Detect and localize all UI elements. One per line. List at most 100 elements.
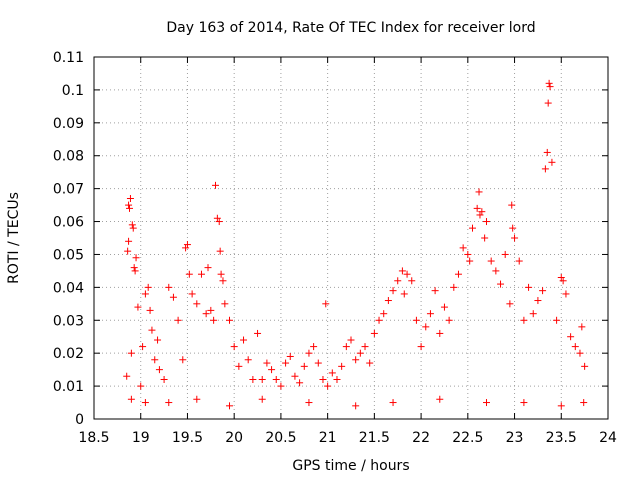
data-point (352, 402, 360, 410)
data-point (272, 376, 280, 384)
data-point (202, 310, 210, 318)
data-point (384, 297, 392, 305)
x-tick-label: 20.5 (265, 430, 296, 446)
data-point (548, 158, 556, 166)
data-point (131, 267, 139, 275)
data-point (515, 257, 523, 265)
x-axis-label: GPS time / hours (292, 458, 409, 474)
data-point (268, 366, 276, 374)
plot-frame (93, 56, 609, 420)
data-point (134, 303, 142, 311)
x-tick-label: 19.5 (172, 430, 203, 446)
data-point (123, 372, 131, 380)
data-point (328, 369, 336, 377)
x-tick-label: 23 (506, 430, 524, 446)
data-point (431, 287, 439, 295)
data-point (400, 290, 408, 298)
x-tick-label: 23.5 (546, 430, 577, 446)
x-tick-label: 21 (319, 430, 337, 446)
data-point (151, 356, 159, 364)
data-point (440, 303, 448, 311)
data-point (193, 395, 201, 403)
data-point (333, 376, 341, 384)
data-point (578, 323, 586, 331)
x-tick-label: 18.5 (78, 430, 109, 446)
data-point (169, 293, 177, 301)
data-point (319, 376, 327, 384)
data-point (305, 349, 313, 357)
data-point (557, 402, 565, 410)
data-point (525, 283, 533, 291)
data-point (450, 283, 458, 291)
data-point (221, 300, 229, 308)
y-tick-label: 0.03 (53, 313, 84, 329)
data-point (338, 362, 346, 370)
data-point (520, 399, 528, 407)
data-point (130, 264, 138, 272)
data-point (197, 270, 205, 278)
data-point (398, 267, 406, 275)
data-point (124, 247, 132, 255)
data-point (128, 221, 136, 229)
data-point (165, 399, 173, 407)
data-point (483, 218, 491, 226)
data-point (511, 234, 519, 242)
data-point (483, 399, 491, 407)
data-point (501, 250, 509, 258)
data-point (125, 237, 133, 245)
data-point (126, 204, 134, 212)
data-point (125, 201, 133, 209)
data-point (361, 343, 369, 351)
data-point (291, 372, 299, 380)
data-point (141, 399, 149, 407)
data-point (240, 336, 248, 344)
data-point (174, 316, 182, 324)
data-point (508, 201, 516, 209)
data-point (481, 234, 489, 242)
data-point (506, 300, 514, 308)
data-point (217, 270, 225, 278)
data-point (226, 402, 234, 410)
data-point (342, 343, 350, 351)
data-point (137, 382, 145, 390)
data-point (509, 224, 517, 232)
data-point (183, 241, 191, 249)
data-point (193, 300, 201, 308)
data-point (210, 316, 218, 324)
data-point (146, 306, 154, 314)
data-point (263, 359, 271, 367)
data-point (464, 250, 472, 258)
data-point (417, 343, 425, 351)
data-point (254, 329, 262, 337)
data-point (459, 244, 467, 252)
data-point (478, 208, 486, 216)
y-tick-label: 0.09 (53, 116, 84, 132)
y-tick-label: 0.06 (53, 215, 84, 231)
data-point (559, 277, 567, 285)
data-point (543, 148, 551, 156)
data-point (305, 399, 313, 407)
data-point (468, 224, 476, 232)
grid-layer (94, 57, 608, 419)
y-axis-label: ROTI / TECUs (6, 192, 22, 284)
data-point (129, 224, 137, 232)
data-point (211, 181, 219, 189)
data-point (545, 79, 553, 87)
x-tick-label: 20 (225, 430, 243, 446)
data-point (534, 297, 542, 305)
x-tick-label: 24 (599, 430, 617, 446)
data-point (366, 359, 374, 367)
data-point (389, 399, 397, 407)
data-point (539, 287, 547, 295)
data-point (322, 300, 330, 308)
ticks-layer: 18.5 19 19.5 20 20.5 21 21.5 22 22.5 23 23.5 24 0 0.0… (53, 50, 617, 446)
data-point (215, 218, 223, 226)
data-point (219, 277, 227, 285)
data-point (580, 399, 588, 407)
data-point (139, 343, 147, 351)
data-point (356, 349, 364, 357)
x-tick-label: 22 (412, 430, 430, 446)
chart-title: Day 163 of 2014, Rate Of TEC Index for r… (166, 20, 535, 36)
data-point (562, 290, 570, 298)
